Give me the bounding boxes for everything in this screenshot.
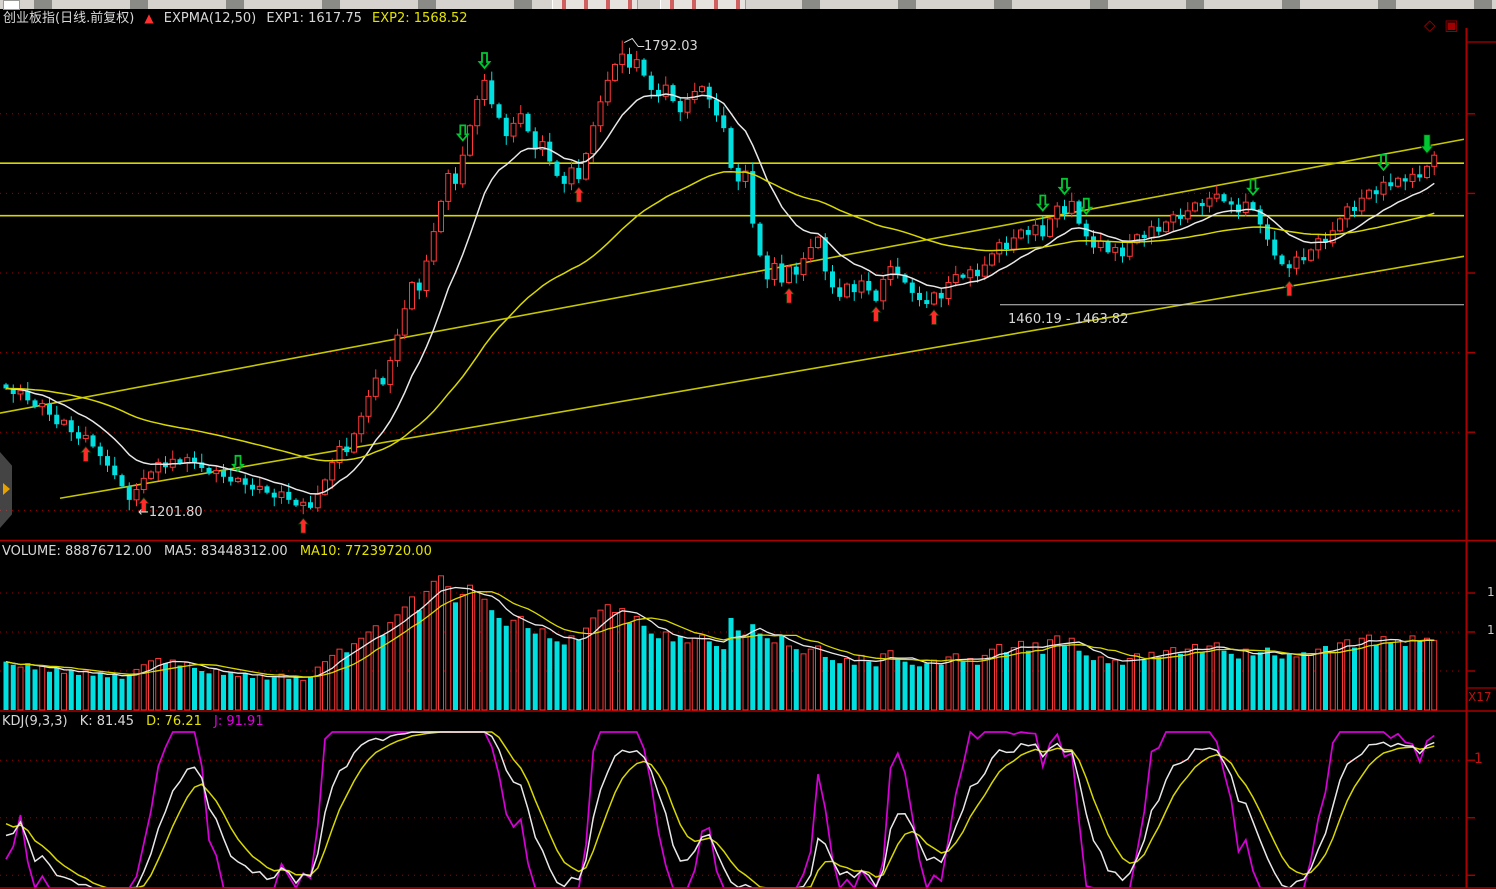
buy-arrow-icon: [928, 308, 940, 326]
sell-arrow-icon: [1376, 153, 1391, 172]
sell-arrow-icon: [1246, 178, 1260, 197]
peak-leader-line: [624, 37, 645, 48]
up-arrow-icon: ▲: [144, 11, 154, 25]
buy-arrow-icon: [1283, 280, 1296, 297]
buy-arrow-icon: [137, 496, 150, 513]
buy-arrow-icon: [572, 186, 585, 203]
volume-bars: [3, 575, 1438, 711]
kdj-d-value: D: 76.21: [146, 714, 202, 729]
expma-fast-line: [5, 93, 1435, 495]
low-price-label: ←1201.80: [138, 505, 203, 520]
kdj-d-line: [5, 731, 1435, 889]
buy-arrow-icon: [870, 305, 882, 322]
volume-ma5-value: MA5: 83448312.00: [163, 544, 288, 559]
expma-slow-line: [5, 170, 1435, 462]
volume-value: VOLUME: 88876712.00: [2, 544, 152, 559]
support-range-label: 1460.19 - 1463.82: [1008, 312, 1129, 327]
signal-arrows: [79, 52, 1435, 534]
window-icon: [3, 0, 20, 10]
kdj-label: KDJ(9,3,3): [2, 714, 68, 729]
exp2-value: EXP2: 1568.52: [372, 11, 468, 26]
diamond-icon[interactable]: ◇ ▣: [1424, 16, 1461, 34]
pane-corner-icons[interactable]: ◇ ▣: [1424, 18, 1460, 33]
trendlines: [0, 138, 1465, 500]
volume-ma10-line: [5, 590, 1435, 678]
sell-arrow-icon: [1057, 177, 1072, 196]
sell-arrow-icon: [1035, 194, 1050, 212]
toolbar-button-1[interactable]: [552, 0, 638, 9]
sell-arrow-icon: [477, 52, 492, 70]
symbol-title: 创业板指(日线.前复权): [3, 11, 135, 26]
volume-header: VOLUME: 88876712.00 MA5: 83448312.00 MA1…: [2, 544, 440, 559]
kdj-axis-label: 1: [1474, 751, 1483, 767]
volume-ma10-value: MA10: 77239720.00: [299, 544, 432, 559]
kdj-j-value: J: 91.91: [214, 714, 264, 729]
toolbar-button-2[interactable]: [660, 0, 746, 9]
sell-arrow-icon: [1079, 197, 1094, 216]
exp1-value: EXP1: 1617.75: [266, 11, 362, 26]
chart-header: 创业板指(日线.前复权) ▲ EXPMA(12,50) EXP1: 1617.7…: [3, 11, 474, 26]
kdj-k-value: K: 81.45: [79, 714, 134, 729]
x17-axis-label: X17: [1468, 690, 1492, 704]
expand-panel-tab[interactable]: [0, 452, 12, 528]
buy-arrow-icon: [79, 445, 92, 462]
buy-arrow-icon: [297, 517, 310, 534]
peak-price-label: 1792.03: [644, 39, 698, 54]
indicator-label: EXPMA(12,50): [163, 11, 257, 26]
sell-arrow-icon: [231, 454, 245, 473]
pane-frame: [0, 28, 1496, 889]
volume-axis-label-2: 1: [1487, 623, 1495, 637]
kdj-k-line: [5, 731, 1435, 889]
volume-ma5-line: [5, 586, 1435, 678]
sell-arrow-icon: [1419, 134, 1435, 155]
sell-arrow-icon: [455, 124, 470, 142]
volume-axis-label-1: 1: [1487, 585, 1495, 599]
play-arrow-icon: [3, 483, 10, 495]
menu-bar[interactable]: [0, 0, 1496, 10]
kdj-header: KDJ(9,3,3) K: 81.45 D: 76.21 J: 91.91: [2, 714, 272, 729]
buy-arrow-icon: [783, 287, 795, 304]
candlestick-series: [3, 40, 1438, 515]
